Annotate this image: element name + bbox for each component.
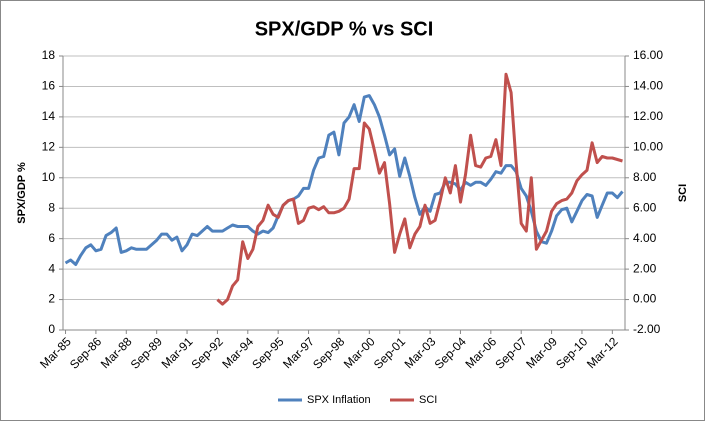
series-line: [216, 72, 623, 306]
y-tick-label: 18: [42, 48, 56, 62]
y2-tick-label: -2.00: [633, 322, 661, 336]
y2-tick-label: 0.00: [633, 292, 657, 306]
y2-tick-label: 6.00: [633, 200, 657, 214]
y-tick-label: 6: [48, 231, 55, 245]
y2-tick-label: 4.00: [633, 231, 657, 245]
y2-tick-label: 10.00: [633, 140, 663, 154]
y2-tick-label: 14.00: [633, 79, 663, 93]
y-tick-label: 0: [48, 322, 55, 336]
chart-title: SPX/GDP % vs SCI: [255, 18, 434, 40]
y-tick-label: 2: [48, 292, 55, 306]
y2-tick-label: 16.00: [633, 48, 663, 62]
y2-tick-label: 12.00: [633, 109, 663, 123]
y2-tick-label: 8.00: [633, 170, 657, 184]
y-tick-label: 12: [42, 140, 56, 154]
y2-axis-title: SCI: [677, 184, 689, 202]
legend-label: SCI: [419, 394, 437, 406]
y-tick-label: 16: [42, 79, 56, 93]
y-tick-label: 10: [42, 170, 56, 184]
y2-tick-label: 2.00: [633, 261, 657, 275]
y-tick-label: 4: [48, 261, 55, 275]
y-tick-label: 8: [48, 200, 55, 214]
y-tick-label: 14: [42, 109, 56, 123]
y-axis-title: SPX/GDP %: [16, 162, 28, 224]
legend-label: SPX Inflation: [307, 394, 371, 406]
